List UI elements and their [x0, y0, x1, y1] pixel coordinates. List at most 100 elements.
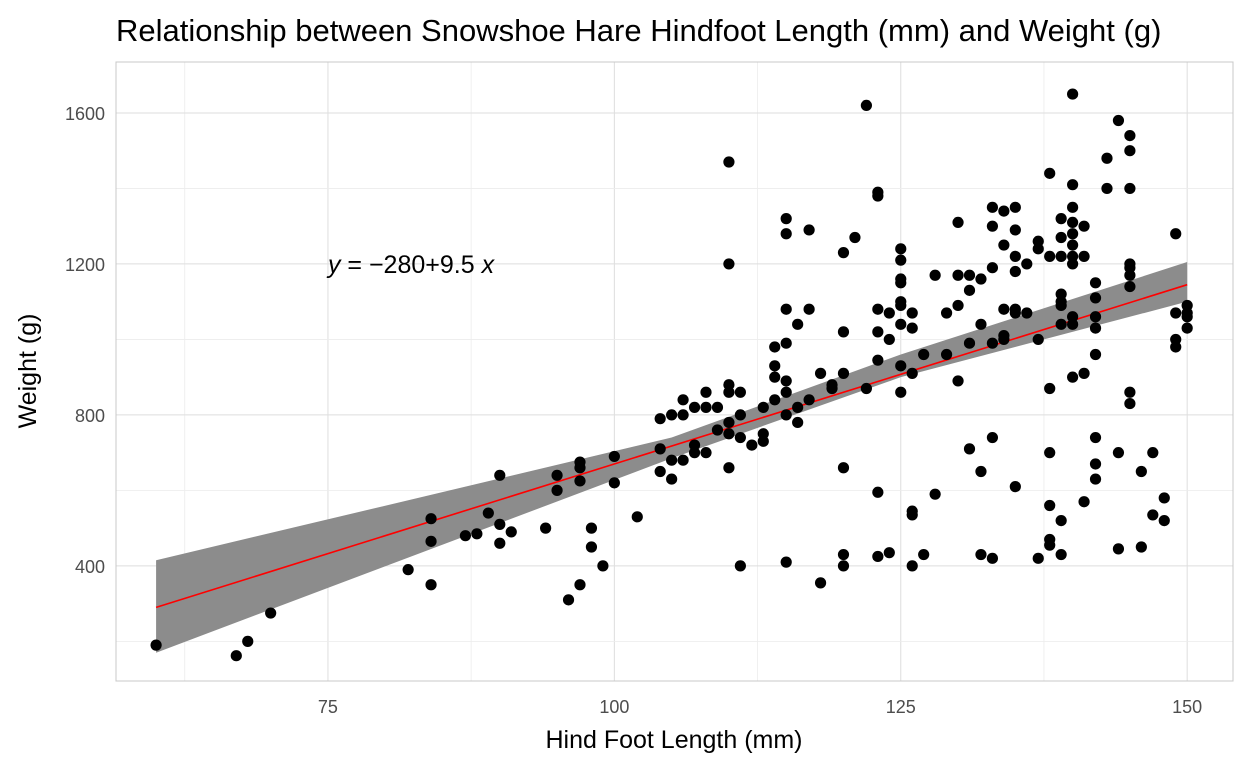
- data-point: [780, 337, 792, 349]
- data-point: [895, 386, 907, 398]
- data-point: [1124, 258, 1136, 270]
- data-point: [1147, 509, 1159, 521]
- data-point: [769, 371, 781, 383]
- y-tick-label: 400: [75, 557, 105, 577]
- data-point: [1170, 333, 1182, 346]
- data-point: [780, 375, 792, 387]
- data-point: [872, 326, 884, 338]
- data-point: [1055, 318, 1067, 330]
- data-point: [666, 473, 678, 485]
- data-point: [1101, 152, 1113, 164]
- data-point: [1067, 311, 1079, 323]
- data-point: [872, 186, 884, 198]
- data-point: [1009, 201, 1021, 213]
- data-point: [998, 205, 1010, 217]
- data-point: [1158, 514, 1170, 527]
- data-point: [986, 431, 999, 444]
- data-point: [963, 337, 976, 349]
- data-point: [482, 507, 494, 519]
- data-point: [895, 318, 907, 330]
- data-point: [826, 379, 838, 391]
- data-point: [1009, 224, 1021, 236]
- data-point: [986, 262, 999, 274]
- data-point: [1135, 541, 1147, 553]
- data-point: [711, 401, 724, 413]
- data-point: [700, 386, 712, 398]
- data-point: [780, 556, 792, 568]
- equation-part: y: [326, 251, 342, 279]
- data-point: [792, 401, 804, 413]
- data-point: [872, 550, 884, 563]
- data-point: [1055, 548, 1067, 561]
- data-point: [780, 228, 792, 240]
- data-point: [929, 488, 941, 500]
- data-point: [1112, 543, 1125, 555]
- data-point: [574, 475, 586, 487]
- y-tick-label: 1600: [65, 104, 105, 124]
- data-point: [769, 360, 781, 372]
- data-point: [608, 450, 620, 463]
- y-tick-label: 800: [75, 406, 105, 426]
- data-point: [872, 354, 884, 366]
- data-point: [1078, 220, 1090, 232]
- data-point: [780, 386, 792, 398]
- data-point: [585, 522, 598, 534]
- data-point: [986, 552, 999, 564]
- data-point: [242, 635, 254, 647]
- data-point: [1089, 311, 1102, 323]
- data-point: [654, 443, 666, 455]
- data-point: [700, 401, 712, 413]
- data-point: [906, 367, 918, 379]
- data-point: [494, 518, 506, 530]
- data-point: [494, 469, 506, 481]
- data-point: [1021, 307, 1033, 319]
- data-point: [998, 330, 1010, 342]
- data-point: [1078, 496, 1090, 508]
- data-point: [895, 254, 907, 266]
- data-point: [1044, 447, 1056, 459]
- regression-equation: y = −280+9.5 x: [326, 251, 496, 279]
- data-point: [1044, 499, 1056, 512]
- data-point: [1124, 182, 1136, 195]
- data-point: [1124, 145, 1136, 157]
- data-point: [975, 273, 987, 285]
- data-point: [1044, 382, 1056, 395]
- data-point: [837, 247, 850, 259]
- data-point: [425, 535, 437, 547]
- x-tick-label: 150: [1172, 697, 1202, 717]
- data-point: [918, 348, 930, 361]
- data-point: [734, 431, 746, 444]
- data-point: [265, 607, 277, 619]
- data-point: [940, 348, 953, 361]
- data-point: [1067, 216, 1079, 229]
- data-point: [723, 462, 735, 474]
- data-point: [895, 296, 907, 308]
- data-point: [986, 337, 999, 349]
- data-point: [952, 375, 964, 387]
- data-point: [711, 424, 724, 436]
- data-point: [837, 367, 850, 379]
- data-point: [723, 156, 735, 168]
- regression-line: [155, 283, 1188, 609]
- data-point: [230, 650, 242, 662]
- data-point: [1009, 265, 1021, 278]
- data-point: [1009, 250, 1021, 262]
- regression-line-path: [155, 283, 1188, 609]
- y-axis-ticks: 400 800 1200 1600: [65, 104, 105, 577]
- data-point: [998, 239, 1010, 251]
- data-point: [734, 386, 746, 398]
- data-point: [1089, 431, 1102, 444]
- data-point: [1089, 348, 1102, 361]
- data-point: [425, 579, 437, 591]
- data-point: [1032, 552, 1044, 564]
- data-point: [803, 303, 815, 315]
- data-point: [1089, 322, 1102, 334]
- data-point: [1135, 465, 1147, 478]
- data-point: [1055, 514, 1067, 527]
- panel-border: [115, 61, 1234, 682]
- data-points: [150, 88, 1193, 662]
- data-point: [883, 307, 895, 319]
- data-point: [1124, 130, 1136, 142]
- data-point: [952, 216, 964, 229]
- data-point: [803, 224, 815, 236]
